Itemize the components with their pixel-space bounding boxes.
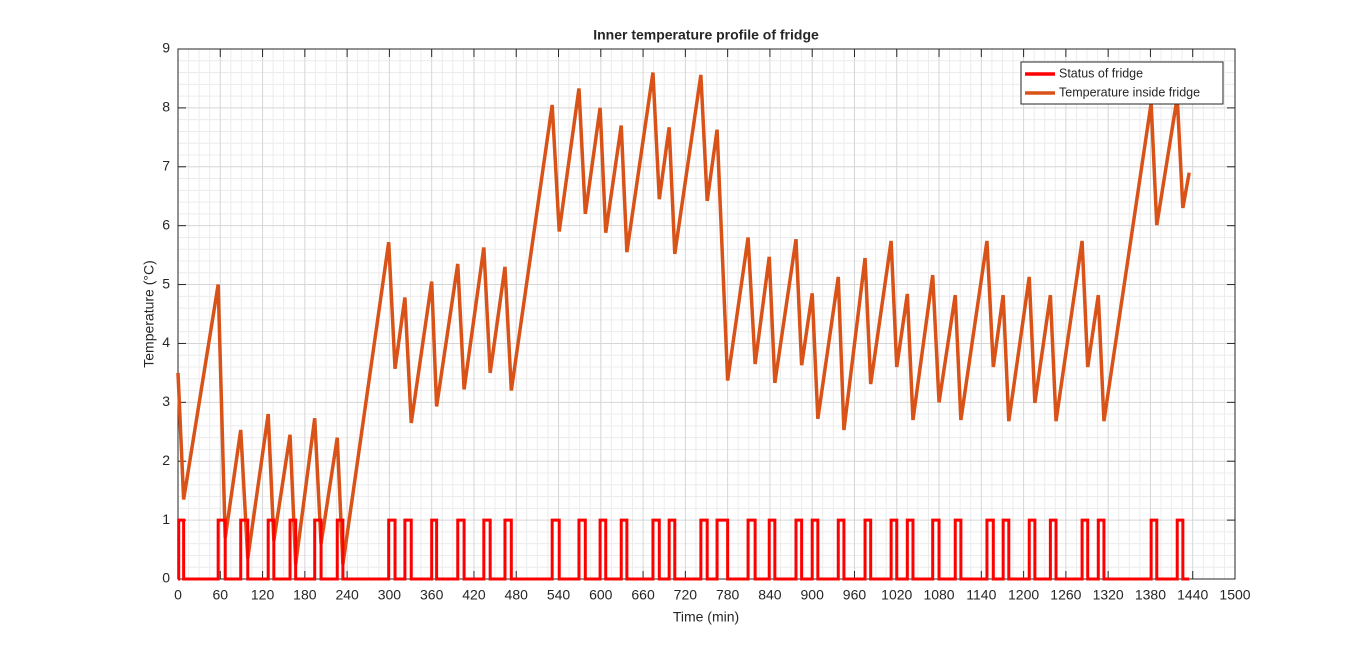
x-tick-label: 780 [716,587,740,603]
legend-label: Status of fridge [1059,66,1143,80]
x-tick-label: 240 [335,587,359,603]
x-tick-label: 1080 [923,587,954,603]
chart-title: Inner temperature profile of fridge [593,27,819,43]
y-tick-label: 5 [162,275,170,291]
x-axis-label: Time (min) [673,609,739,625]
y-tick-label: 6 [162,216,170,232]
x-tick-label: 0 [174,587,182,603]
x-tick-label: 360 [420,587,444,603]
x-tick-label: 1140 [966,587,996,603]
y-tick-label: 4 [162,334,170,350]
series-line [177,518,1190,581]
x-tick-label: 1200 [1008,587,1039,603]
x-tick-label: 1440 [1177,587,1208,603]
legend-box [1020,61,1224,105]
y-tick-label: 0 [162,570,170,586]
x-tick-label: 840 [758,587,782,603]
x-tick-label: 1260 [1050,587,1081,603]
x-tick-label: 960 [843,587,867,603]
y-tick-label: 9 [162,40,170,56]
x-tick-label: 180 [293,587,317,603]
y-tick-label: 3 [162,393,170,409]
x-tick-label: 540 [547,587,571,603]
x-tick-label: 1500 [1219,587,1250,603]
y-tick-label: 7 [162,157,170,173]
x-tick-label: 660 [631,587,655,603]
x-tick-label: 600 [589,587,613,603]
y-tick-label: 8 [162,99,170,115]
x-tick-label: 720 [674,587,698,603]
x-tick-label: 300 [378,587,402,603]
x-tick-label: 60 [212,587,228,603]
x-tick-label: 900 [801,587,825,603]
y-tick-label: 1 [162,511,170,527]
x-tick-label: 480 [505,587,529,603]
x-tick-label: 420 [462,587,486,603]
legend-label: Temperature inside fridge [1059,85,1200,99]
y-tick-label: 2 [162,452,170,468]
x-tick-label: 1380 [1135,587,1166,603]
x-tick-label: 1020 [881,587,912,603]
x-tick-label: 120 [251,587,275,603]
x-tick-label: 1320 [1093,587,1124,603]
y-axis-label: Temperature (°C) [141,260,157,368]
